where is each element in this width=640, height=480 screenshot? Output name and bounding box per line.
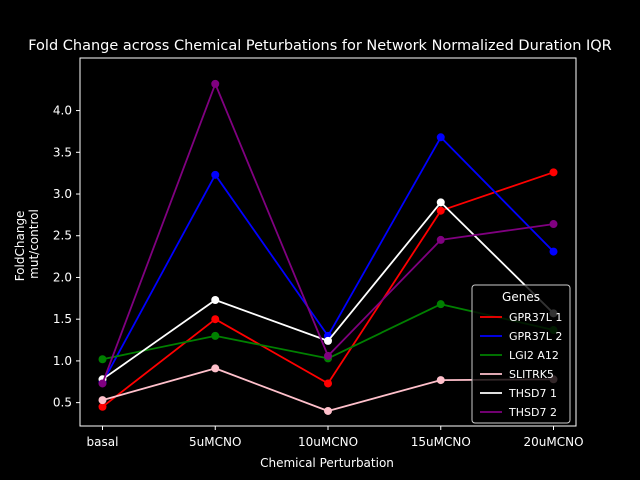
y-axis-label-line-1: FoldChange — [13, 211, 27, 282]
data-point — [211, 331, 220, 340]
chart-title: Fold Change across Chemical Peturbations… — [28, 38, 612, 54]
legend-title: Genes — [502, 290, 540, 304]
legend-entry: GPR37L 1 — [509, 311, 562, 324]
data-point — [549, 220, 558, 229]
legend-entry: LGI2 A12 — [509, 349, 559, 362]
y-tick-label: 1.5 — [53, 312, 72, 326]
data-point — [436, 300, 445, 309]
y-tick-label: 2.0 — [53, 270, 72, 284]
axes: basal 5uMCNO 10uMCNO 15uMCNO 20uMCNO 0.5 1.0 1.… — [53, 57, 584, 449]
legend-entry: THSD7 2 — [508, 406, 557, 419]
data-point — [436, 376, 445, 385]
y-tick-label: 4.0 — [53, 104, 72, 118]
data-point — [98, 396, 107, 405]
data-point — [549, 247, 558, 256]
legend: Genes GPR37L 1 GPR37L 2 LGI2 A12 SLITRK5 THSD… — [471, 284, 571, 424]
data-point — [211, 295, 220, 304]
y-tick-label: 2.5 — [53, 229, 72, 243]
data-point — [549, 168, 558, 177]
y-axis-label-line-2: mut/control — [27, 209, 41, 279]
x-tick-label: 20uMCNO — [523, 435, 583, 449]
y-tick-label: 3.5 — [53, 145, 72, 159]
data-point — [98, 355, 107, 364]
x-tick-label: 10uMCNO — [298, 435, 358, 449]
legend-entry: THSD7 1 — [508, 387, 557, 400]
data-point — [98, 379, 107, 388]
y-tick-label: 1.0 — [53, 354, 72, 368]
data-point — [211, 170, 220, 179]
x-tick-label: 15uMCNO — [411, 435, 471, 449]
x-tick-label: 5uMCNO — [189, 435, 241, 449]
x-axis-label: Chemical Perturbation — [260, 456, 394, 470]
data-point — [324, 336, 332, 345]
series-group — [98, 79, 558, 415]
x-tick-label: basal — [87, 435, 119, 449]
data-point — [211, 315, 220, 324]
legend-entry: SLITRK5 — [509, 368, 554, 381]
data-point — [436, 235, 445, 244]
y-tick-label: 0.5 — [53, 396, 72, 410]
data-point — [436, 198, 445, 207]
data-point — [436, 133, 445, 142]
data-point — [98, 402, 107, 411]
y-axis-label: FoldChange mut/control — [13, 207, 41, 282]
data-point — [436, 206, 445, 215]
data-point — [324, 351, 332, 360]
legend-box — [471, 284, 571, 424]
data-point — [211, 364, 220, 373]
y-tick-label: 3.0 — [53, 187, 72, 201]
legend-entry: GPR37L 2 — [509, 330, 562, 343]
data-point — [324, 406, 332, 415]
data-point — [324, 379, 332, 388]
data-point — [211, 79, 220, 88]
